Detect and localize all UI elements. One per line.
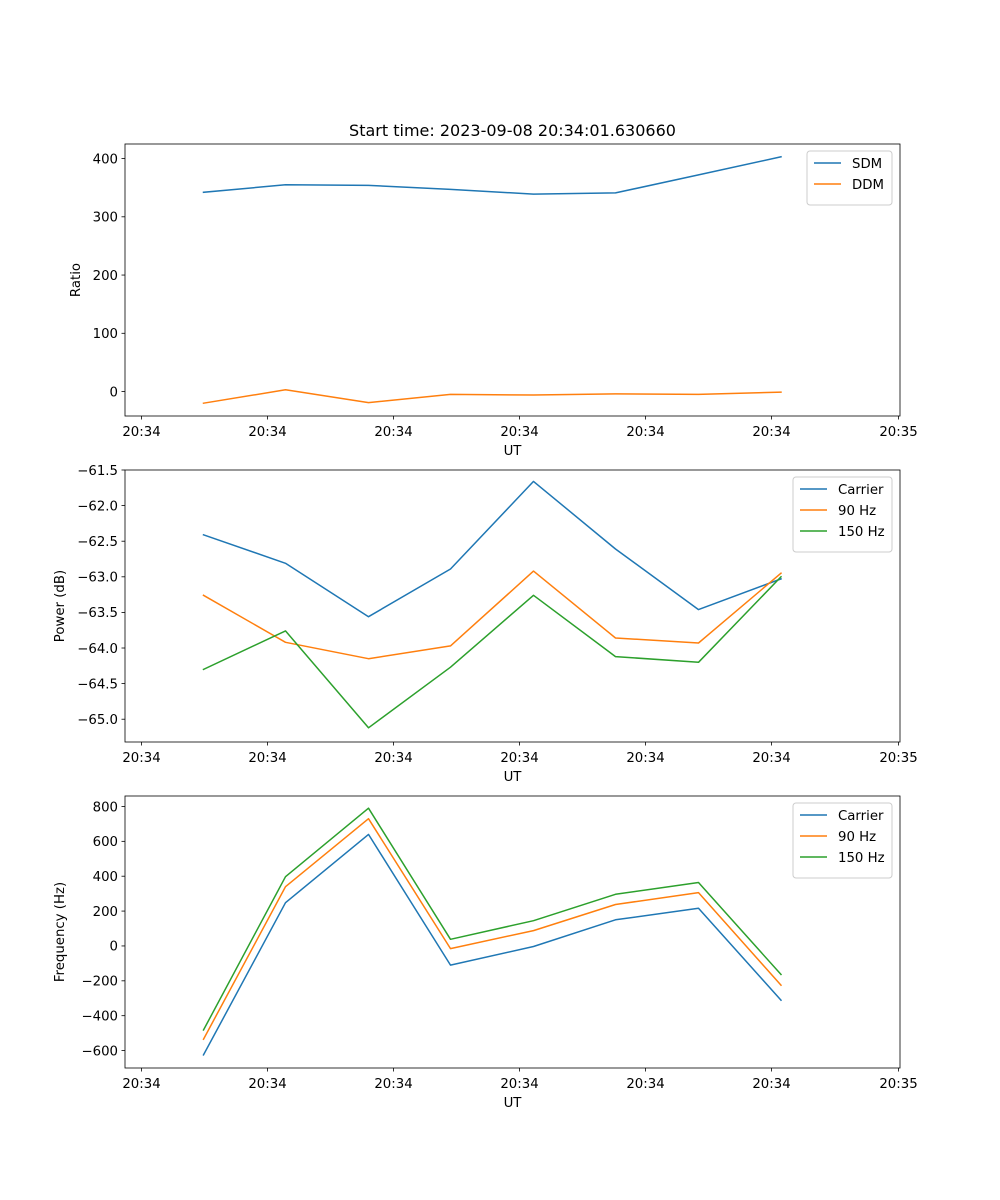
y-tick-label: −63.0 (77, 571, 118, 586)
y-tick-label: 0 (110, 940, 118, 955)
legend-label: 150 Hz (838, 851, 885, 866)
legend: Carrier 90 Hz 150 Hz (792, 802, 893, 879)
y-tick-label: −61.5 (77, 464, 118, 479)
legend: SDM DDM (806, 150, 893, 206)
y-tick-label: 600 (93, 835, 118, 850)
y-tick-label: 0 (110, 385, 118, 400)
series-line-90-hz (202, 817, 783, 1041)
y-tick-label: −64.5 (77, 677, 118, 692)
series-line-carrier (202, 833, 783, 1056)
legend-box (806, 150, 893, 206)
x-tick-label: 20:34 (500, 425, 538, 440)
y-tick-label: −62.0 (77, 499, 118, 514)
x-tick-label: 20:34 (248, 425, 286, 440)
legend-label: Carrier (838, 809, 884, 824)
axes-frame (124, 469, 901, 743)
x-tick-label: 20:35 (879, 751, 917, 766)
series-line-sdm (202, 155, 782, 195)
y-tick-label: −64.0 (77, 642, 118, 657)
legend-box (792, 476, 893, 553)
subplot-1: 20:34 20:34 20:34 20:34 20:34 20:34 20:35 UT 0 10… (69, 143, 918, 459)
x-tick-label: 20:34 (752, 751, 790, 766)
series-line-ddm (202, 389, 782, 405)
legend-box (792, 802, 893, 879)
x-tick-label: 20:35 (879, 1077, 917, 1092)
x-tick-label: 20:35 (879, 425, 917, 440)
legend-label: SDM (852, 157, 882, 172)
x-tick-label: 20:34 (626, 1077, 664, 1092)
series-line-90-hz (202, 570, 783, 660)
x-tick-label: 20:34 (122, 425, 160, 440)
y-tick-label: 300 (93, 211, 118, 226)
legend-label: DDM (852, 178, 884, 193)
legend-label: 90 Hz (838, 830, 876, 845)
y-axis-label: Power (dB) (53, 570, 68, 642)
y-tick-label: 800 (93, 800, 118, 815)
x-tick-label: 20:34 (374, 425, 412, 440)
x-axis-label: UT (504, 444, 523, 459)
legend-label: 90 Hz (838, 504, 876, 519)
y-tick-label: −600 (81, 1044, 118, 1059)
y-tick-label: −200 (81, 975, 118, 990)
x-axis-label: UT (504, 1096, 523, 1111)
x-tick-label: 20:34 (500, 751, 538, 766)
chart-title: Start time: 2023-09-08 20:34:01.630660 (349, 121, 676, 140)
subplot-2: 20:34 20:34 20:34 20:34 20:34 20:34 20:35 UT −61… (53, 464, 918, 785)
y-tick-label: 200 (93, 905, 118, 920)
y-tick-label: −62.5 (77, 535, 118, 550)
x-tick-label: 20:34 (374, 751, 412, 766)
series-line-carrier (202, 480, 782, 618)
series-line-150-hz (202, 575, 783, 729)
y-tick-label: 100 (93, 327, 118, 342)
x-tick-label: 20:34 (374, 1077, 412, 1092)
y-tick-label: 400 (93, 870, 118, 885)
legend-label: 150 Hz (838, 525, 885, 540)
x-axis-label: UT (504, 770, 523, 785)
legend-label: Carrier (838, 483, 884, 498)
x-tick-label: 20:34 (248, 751, 286, 766)
x-tick-label: 20:34 (626, 425, 664, 440)
x-tick-label: 20:34 (752, 1077, 790, 1092)
y-tick-label: 200 (93, 269, 118, 284)
x-tick-label: 20:34 (626, 751, 664, 766)
y-axis-label: Ratio (69, 263, 84, 297)
y-axis-label: Frequency (Hz) (53, 882, 68, 982)
y-tick-label: −63.5 (77, 606, 118, 621)
axes-frame (124, 143, 901, 417)
x-tick-label: 20:34 (248, 1077, 286, 1092)
subplot-3: 20:34 20:34 20:34 20:34 20:34 20:34 20:35 UT 800… (53, 795, 918, 1111)
axes-frame (124, 795, 901, 1069)
legend: Carrier 90 Hz 150 Hz (792, 476, 893, 553)
series-line-150-hz (202, 807, 783, 1032)
x-tick-label: 20:34 (752, 425, 790, 440)
y-tick-label: −400 (81, 1009, 118, 1024)
x-tick-label: 20:34 (122, 751, 160, 766)
x-tick-label: 20:34 (500, 1077, 538, 1092)
y-tick-label: 400 (93, 152, 118, 167)
x-tick-label: 20:34 (122, 1077, 160, 1092)
y-tick-label: −65.0 (77, 713, 118, 728)
